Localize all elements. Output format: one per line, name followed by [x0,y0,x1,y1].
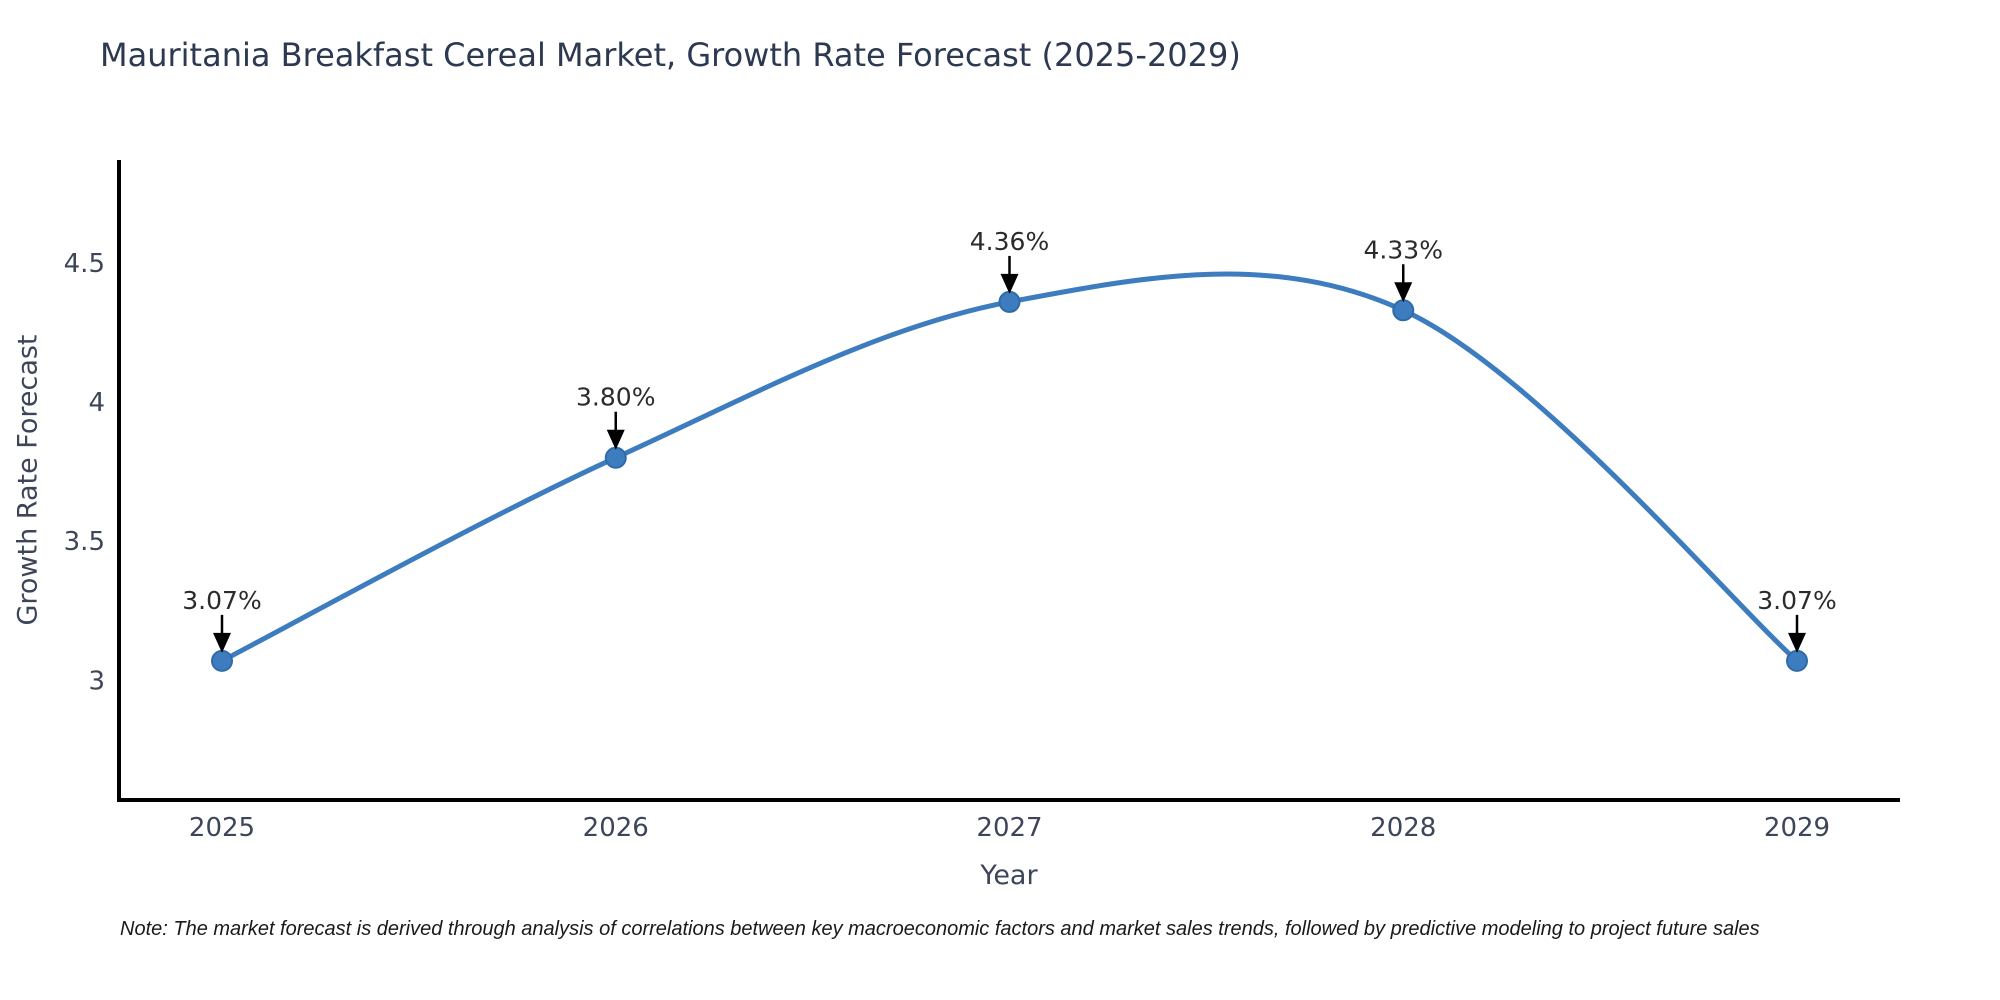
annotation-arrow-head [1788,632,1806,653]
annotation-arrow-head [1394,282,1413,303]
axis-spines [117,160,1900,802]
annotation-label: 3.07% [182,586,261,615]
annotation-label: 3.07% [1757,586,1836,615]
x-tick-label: 2027 [976,813,1042,843]
x-tick-label: 2026 [583,813,649,843]
annotation-arrow-head [606,429,625,450]
data-point-2026 [604,446,627,469]
x-tick-label: 2025 [189,813,255,843]
data-point-2029 [1786,649,1808,672]
data-point-2028 [1392,299,1415,322]
chart-title: Mauritania Breakfast Cereal Market, Grow… [100,36,1241,74]
footnote: Note: The market forecast is derived thr… [120,918,1760,940]
annotation-label: 4.36% [970,227,1049,256]
annotation-label: 3.80% [576,383,655,412]
x-tick-label: 2029 [1764,813,1830,843]
annotation-arrow-head [1000,273,1019,294]
x-axis-title: Year [980,860,1038,891]
y-tick-label: 3 [88,666,105,696]
annotation-arrow-head [213,632,231,653]
data-point-2025 [211,649,233,672]
y-tick-label: 3.5 [64,527,105,557]
annotation-label: 4.33% [1364,235,1443,264]
x-tick-label: 2028 [1370,813,1436,843]
y-tick-label: 4.5 [64,249,105,279]
y-tick-label: 4 [88,388,105,418]
forecast-line [219,271,1800,664]
data-point-2027 [998,290,1021,313]
